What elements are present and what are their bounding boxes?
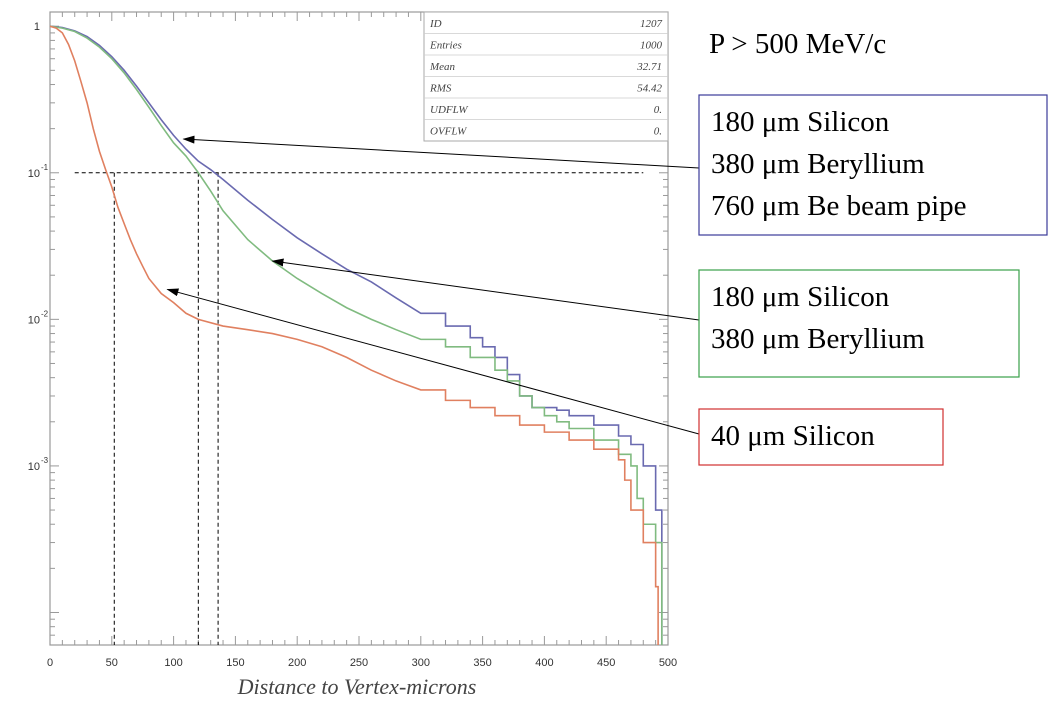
annotation-momentum: P > 500 MeV/c [709,28,886,60]
stats-value: 54.42 [637,83,662,95]
annotation-line: 180 μm Silicon [711,106,890,138]
annotation-box [698,269,1020,378]
y-tick-base: 10 [28,461,40,473]
annotation-arrow-green [271,258,700,321]
x-tick-label: 50 [106,657,118,669]
stats-value: 32.71 [636,61,662,73]
x-tick-label: 150 [226,657,244,669]
x-tick-label: 350 [473,657,491,669]
x-tick-label: 400 [535,657,553,669]
stats-label: OVFLW [430,126,467,138]
x-tick-label: 500 [659,657,677,669]
annotation-arrow-blue [182,135,700,169]
x-tick-label: 450 [597,657,615,669]
annotation-box [698,408,944,466]
x-tick-label: 250 [350,657,368,669]
stats-value: 0. [654,104,662,116]
y-tick-label: 1 [34,21,40,33]
x-axis-label: Distance to Vertex-microns [237,674,477,699]
series-line-3 [49,25,659,645]
y-tick-label: 10-1 [28,163,49,180]
annotation-arrows [166,135,700,435]
annotation-line: 380 μm Beryllium [711,323,925,355]
stats-value: 1207 [640,18,663,30]
annotation-red: 40 μm Silicon [698,408,944,466]
annotation-arrow-red [166,288,700,435]
x-tick-label: 0 [47,657,53,669]
annotation-line: 760 μm Be beam pipe [711,190,967,222]
stats-label: RMS [429,83,452,95]
stats-label: UDFLW [430,104,468,116]
y-tick-label: 10-2 [28,309,49,326]
annotations: P > 500 MeV/c 180 μm Silicon 380 μm Beryll… [698,28,1048,466]
stats-label: Entries [429,40,462,52]
annotation-line: P > 500 MeV/c [709,28,886,60]
series-line-2 [49,25,663,645]
y-tick-base: 10 [28,168,40,180]
x-tick-label: 200 [288,657,306,669]
y-tick-exponent: -3 [41,456,49,465]
stats-box: ID 1207 Entries 1000 Mean 32.71 RMS 54.42 UDFLW 0… [423,11,669,142]
series-layer [49,25,663,645]
stats-label: Mean [429,61,456,73]
series-line-1 [49,25,663,645]
stats-value: 1000 [640,40,663,52]
reference-lines [74,172,644,645]
annotation-box [698,94,1048,236]
stats-value: 0. [654,126,662,138]
stats-label: ID [429,18,442,30]
y-tick-base: 10 [28,314,40,326]
annotation-line: 40 μm Silicon [711,420,875,452]
annotation-line: 380 μm Beryllium [711,148,925,180]
x-tick-label: 300 [412,657,430,669]
y-tick-exponent: -2 [41,309,49,318]
y-tick-base: 1 [34,21,40,33]
y-tick-label: 10-3 [28,456,49,473]
axes-layer: 0 50 100 150 200 250 300 350 400 450 500110-110-21… [28,11,677,669]
annotation-line: 180 μm Silicon [711,281,890,313]
annotation-blue: 180 μm Silicon 380 μm Beryllium 760 μm Be … [698,94,1048,236]
y-tick-exponent: -1 [41,163,49,172]
x-tick-label: 100 [164,657,182,669]
annotation-green: 180 μm Silicon 380 μm Beryllium [698,269,1020,378]
